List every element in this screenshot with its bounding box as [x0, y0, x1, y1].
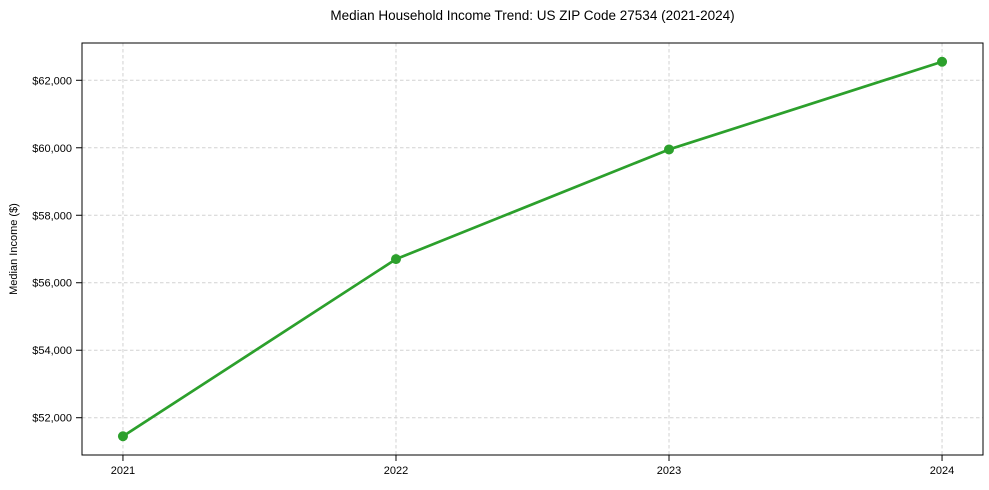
x-tick-label: 2024	[930, 465, 954, 477]
data-point-marker	[390, 254, 401, 265]
chart-title: Median Household Income Trend: US ZIP Co…	[330, 8, 735, 23]
plot-frame	[81, 42, 984, 456]
data-point-marker	[117, 431, 128, 442]
y-tick-label: $58,000	[32, 210, 72, 222]
data-line	[121, 60, 944, 438]
data-point-marker	[937, 56, 948, 67]
data-point-marker	[664, 144, 675, 155]
y-tick-label: $56,000	[32, 278, 72, 290]
y-tick-label: $54,000	[32, 345, 72, 357]
x-tick-label: 2021	[111, 465, 135, 477]
y-tick-label: $52,000	[32, 413, 72, 425]
y-tick-label: $60,000	[32, 143, 72, 155]
x-tick-label: 2022	[384, 465, 408, 477]
x-tick-label: 2023	[657, 465, 681, 477]
y-tick-label: $62,000	[32, 75, 72, 87]
